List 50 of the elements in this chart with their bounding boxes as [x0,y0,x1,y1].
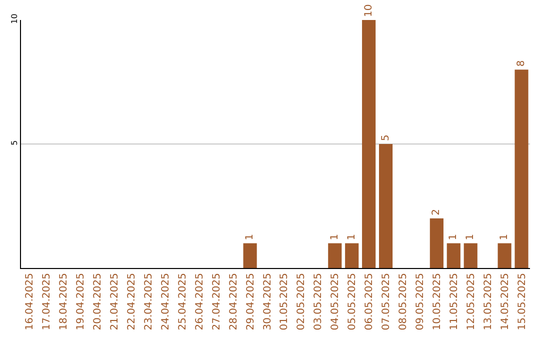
x-tick-label: 23.04.2025 [144,273,154,330]
x-tick-label: 27.04.2025 [211,273,222,330]
x-tick-label: 07.05.2025 [381,273,392,330]
data-label: 1 [244,234,256,240]
data-label: 1 [465,234,476,240]
x-tick-label: 12.05.2025 [466,273,477,330]
x-tick-label: 10.05.2025 [432,273,443,330]
data-label: 1 [329,234,340,240]
x-tick-label: 16.04.2025 [24,273,36,330]
x-tick-label: 11.05.2025 [448,273,460,330]
bar [514,70,528,268]
bar [328,243,342,268]
bar [498,243,512,268]
bar [464,243,478,268]
x-tick-label: 02.05.2025 [296,273,308,330]
x-tick-label: 18.04.2025 [58,273,70,330]
data-label: 1 [346,234,358,240]
x-tick-label: 13.05.2025 [482,273,494,330]
bar [362,20,376,268]
x-tick-label: 28.04.2025 [228,273,240,330]
x-tick-label: 24.04.2025 [160,273,172,330]
x-tick-label: 20.04.2025 [92,273,104,330]
x-tick-label: 09.05.2025 [414,273,426,330]
x-tick-label: 08.05.2025 [398,273,409,330]
x-tick-label: 22.04.2025 [126,273,138,330]
bar [379,144,393,268]
x-tick-label: 17.04.2025 [42,273,53,330]
x-tick-label: 19.04.2025 [76,273,87,330]
bar [430,218,444,268]
bar [243,243,257,268]
x-tick-label: 06.05.2025 [364,273,376,330]
x-tick-label: 05.05.2025 [347,273,358,330]
data-label: 1 [448,234,460,240]
data-label: 10 [363,4,374,17]
data-label: 8 [516,60,528,67]
data-label: 1 [499,234,510,240]
bar [345,243,359,268]
x-tick-label: 01.05.2025 [279,273,290,330]
data-label: 2 [431,209,442,216]
x-tick-label: 15.05.2025 [516,273,528,330]
x-tick-label: 03.05.2025 [313,273,324,330]
x-tick-label: 04.05.2025 [330,273,342,330]
x-tick-label: 21.04.2025 [110,273,121,330]
x-tick-label: 25.04.2025 [177,273,188,330]
x-tick-label: 26.04.2025 [194,273,206,330]
x-tick-label: 30.04.2025 [262,273,274,330]
x-tick-label: 29.04.2025 [245,273,256,330]
data-label: 5 [380,134,392,141]
x-tick-label: 14.05.2025 [500,273,511,330]
bar [446,243,460,268]
